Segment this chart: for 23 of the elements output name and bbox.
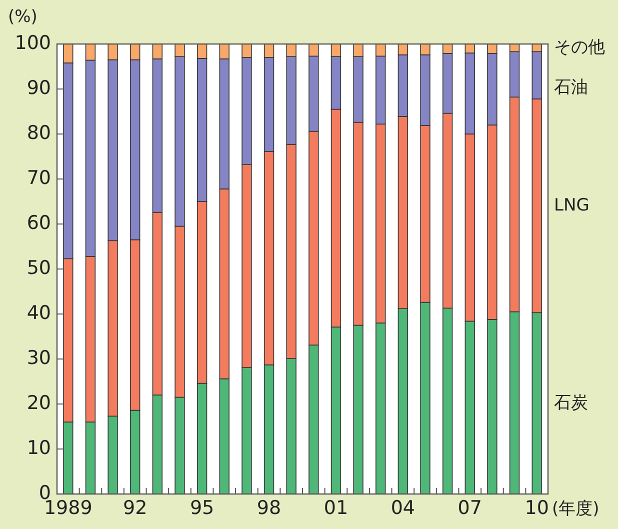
x-tick-label: 07 [458,497,482,519]
x-tick-label: 10 [524,497,549,519]
y-tick-label: 90 [26,77,51,100]
x-tick-label: 95 [190,497,214,519]
y-tick-label: 20 [26,392,51,414]
y-axis-title: (%) [8,7,38,27]
y-tick-label: 60 [26,212,51,234]
x-axis-title: (年度) [552,499,600,519]
y-tick-label: 30 [26,347,51,370]
x-tick-label: 92 [123,497,148,519]
x-tick-label: 98 [256,497,282,519]
y-tick-label: 10 [26,437,51,460]
x-tick-label: 04 [390,497,416,519]
y-tick-label: 70 [26,167,51,190]
series-label: その他 [554,38,605,58]
x-tick-label: 01 [324,497,348,519]
y-tick-label: 40 [26,302,51,324]
y-tick-label: 80 [26,122,51,144]
series-label: 石油 [554,78,588,98]
y-tick-label: 100 [14,32,51,54]
y-tick-label: 50 [26,257,51,280]
series-label: 石炭 [554,392,588,413]
series-label: LNG [554,195,590,216]
